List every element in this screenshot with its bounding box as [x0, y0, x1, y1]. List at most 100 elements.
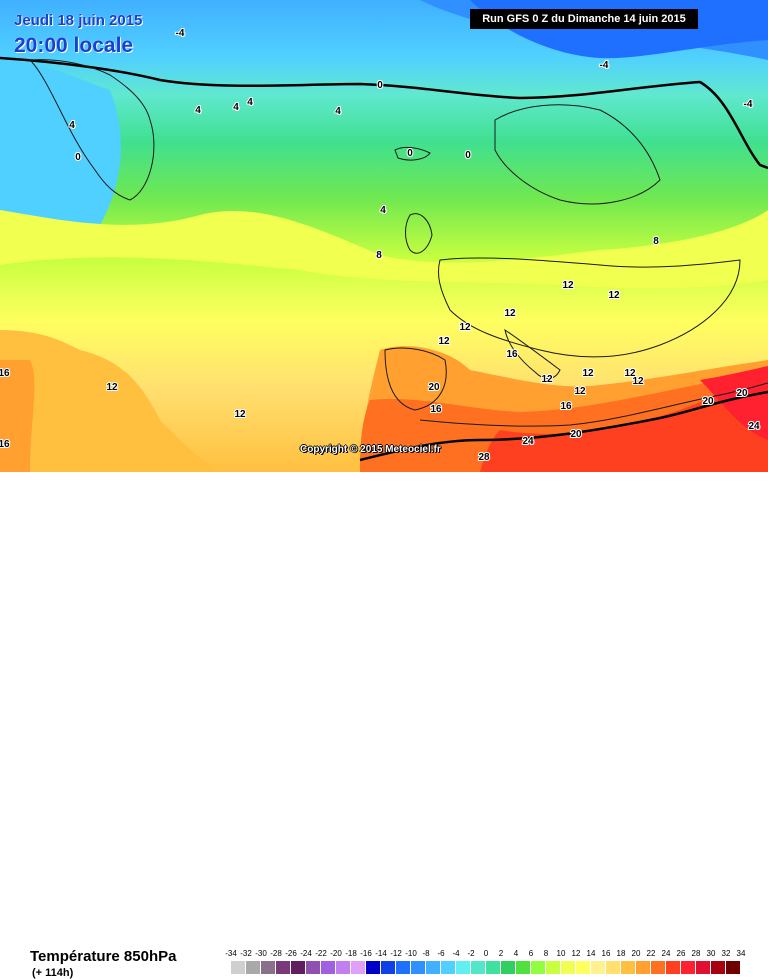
legend-swatch: [636, 961, 651, 974]
legend-swatch: [696, 961, 711, 974]
legend-swatch: [261, 961, 276, 974]
isotherm-label: 4: [335, 106, 341, 117]
isotherm-label: 12: [574, 386, 586, 397]
legend-swatch: [621, 961, 636, 974]
legend-swatch: [441, 961, 456, 974]
legend-swatch: [681, 961, 696, 974]
forecast-date: Jeudi 18 juin 2015: [14, 12, 143, 29]
isotherm-label: -4: [176, 28, 185, 39]
west-warm-edge: [0, 360, 35, 472]
isotherm-label: 12: [624, 368, 636, 379]
isotherm-label: 12: [438, 336, 450, 347]
legend-swatch: [606, 961, 621, 974]
legend-swatch: [366, 961, 381, 974]
isotherm-label: 20: [428, 382, 440, 393]
legend-swatch: [531, 961, 546, 974]
legend-swatch: [291, 961, 306, 974]
legend-swatch: [726, 961, 741, 974]
isotherm-label: 12: [562, 280, 574, 291]
legend-swatch: [561, 961, 576, 974]
lead-time: (+ 114h): [32, 967, 74, 979]
isotherm-label: 24: [748, 421, 760, 432]
isotherm-label: 8: [376, 250, 382, 261]
europe-coast: [437, 257, 741, 358]
parameter-title: Température 850hPa: [30, 948, 177, 965]
forecast-local-time: 20:00 locale: [14, 34, 134, 57]
isotherm-label: 12: [632, 376, 644, 387]
scandinavia-coast: [494, 104, 661, 205]
legend-swatch: [426, 961, 441, 974]
legend-swatch: [456, 961, 471, 974]
atlantic-warm-zone: [0, 330, 220, 472]
iceland-coast: [394, 146, 431, 161]
isotherm-label: 16: [560, 401, 572, 412]
isotherm-label: 24: [522, 436, 534, 447]
mid-latitude-band: [0, 210, 768, 289]
isotherm-label: 4: [233, 102, 239, 113]
legend-swatch: [471, 961, 486, 974]
legend-swatch: [246, 961, 261, 974]
legend-swatch: [411, 961, 426, 974]
legend-swatch: [651, 961, 666, 974]
isotherm-label: -4: [600, 60, 609, 71]
legend-swatch: [666, 961, 681, 974]
extreme-hot-zone: [700, 366, 768, 440]
north-africa-coast: [419, 382, 768, 427]
isotherm-label: 0: [377, 80, 383, 91]
temperature-color-legend: -34 -32 -30 -28 -26 -24 -22 -20 -18 -16 -14 -12 -10-…: [224, 949, 752, 979]
isotherm-label: 0: [407, 148, 413, 159]
isotherm-label: 0: [75, 152, 81, 163]
isotherm-label: 28: [478, 452, 490, 463]
isotherm-label: -4: [744, 99, 753, 110]
model-run-info: Run GFS 0 Z du Dimanche 14 juin 2015: [470, 9, 698, 29]
isotherm-label: 12: [541, 374, 553, 385]
isotherm-label: 16: [506, 349, 518, 360]
british-isles-coast: [405, 213, 433, 254]
isotherm-label: 16: [0, 368, 10, 379]
isotherm-label: 12: [504, 308, 516, 319]
twenty-degree-isotherm: [359, 390, 768, 462]
iberia-coast: [384, 347, 447, 411]
greenland-coast: [28, 59, 155, 201]
footer-bar: Température 850hPa (+ 114h) -34 -32 -30 -28…: [0, 472, 768, 979]
legend-swatch: [351, 961, 366, 974]
isotherm-label: 12: [234, 409, 246, 420]
legend-swatch: [501, 961, 516, 974]
isotherm-label: 16: [0, 439, 10, 450]
isotherm-label: 20: [702, 396, 714, 407]
legend-swatch: [546, 961, 561, 974]
italy-coast: [504, 328, 561, 379]
very-hot-zone: [480, 374, 768, 472]
greenland-cold-zone: [0, 60, 121, 231]
isotherm-label: 8: [653, 236, 659, 247]
legend-swatch: [576, 961, 591, 974]
legend-swatch: [591, 961, 606, 974]
copyright-notice: Copyright © 2015 Meteociel.fr: [300, 444, 441, 455]
legend-swatch: [396, 961, 411, 974]
legend-swatch: [276, 961, 291, 974]
isotherm-label: 12: [459, 322, 471, 333]
isotherm-label: 0: [465, 150, 471, 161]
isotherm-label: 12: [582, 368, 594, 379]
legend-swatch: [336, 961, 351, 974]
legend-swatch: [486, 961, 501, 974]
isotherm-label: 12: [106, 382, 118, 393]
isotherm-label: 20: [570, 429, 582, 440]
legend-swatch: [231, 961, 246, 974]
legend-swatch: [711, 961, 726, 974]
zero-degree-isotherm: [0, 56, 768, 170]
legend-swatch: [321, 961, 336, 974]
isotherm-label: 12: [608, 290, 620, 301]
legend-swatch: [516, 961, 531, 974]
isotherm-label: 20: [736, 388, 748, 399]
legend-swatch: [306, 961, 321, 974]
isotherm-label: 4: [380, 205, 386, 216]
legend-label: 34: [736, 949, 746, 958]
isotherm-label: 4: [69, 120, 75, 131]
isotherm-label: 4: [195, 105, 201, 116]
legend-swatch: [381, 961, 396, 974]
isotherm-label: 4: [247, 97, 253, 108]
